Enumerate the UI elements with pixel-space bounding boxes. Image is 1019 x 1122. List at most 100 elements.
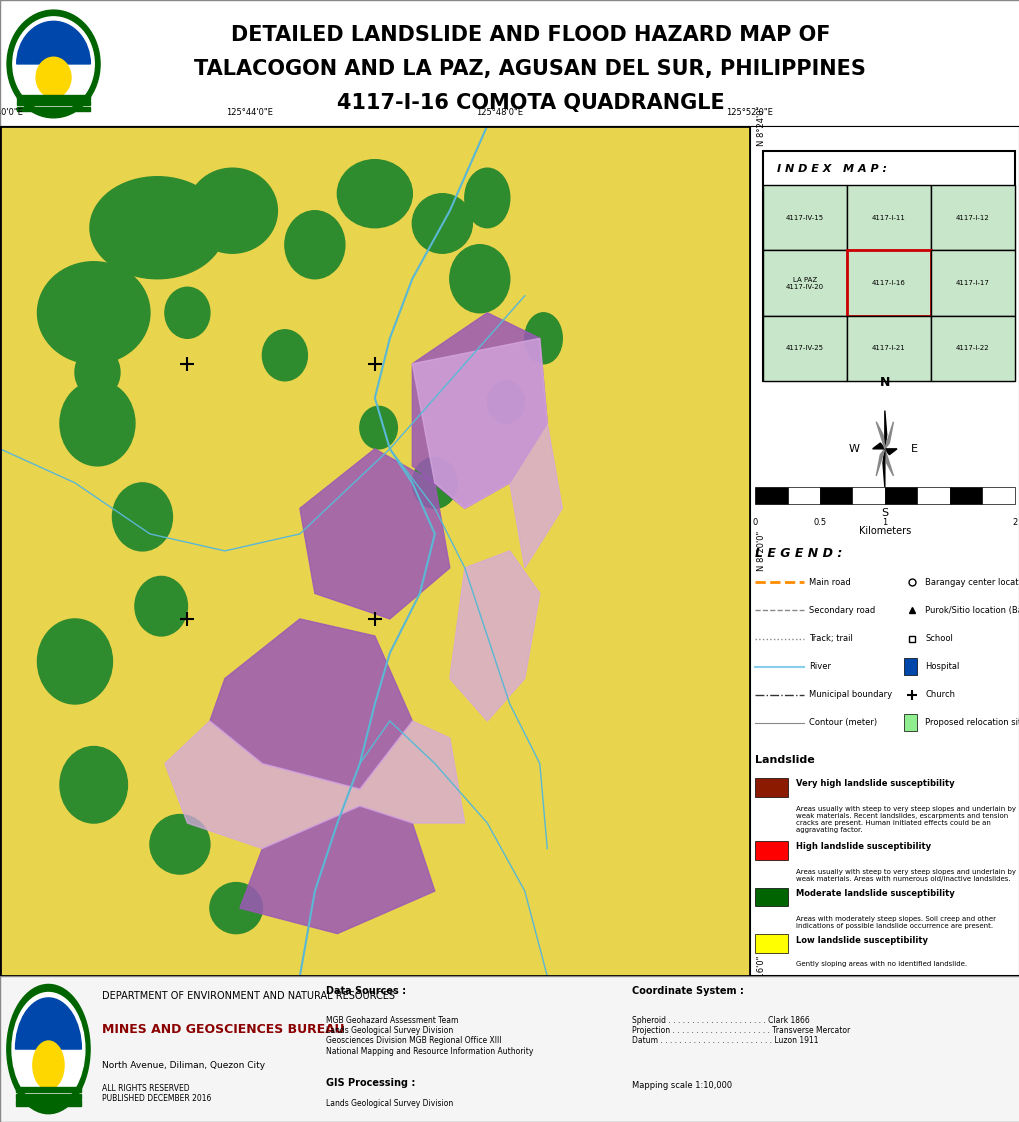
Bar xyxy=(819,487,852,504)
Bar xyxy=(846,315,930,380)
Bar xyxy=(930,185,1014,250)
Text: GIS Processing :: GIS Processing : xyxy=(326,1078,416,1088)
Bar xyxy=(754,888,787,907)
Text: Gently sloping areas with no identified landslide.: Gently sloping areas with no identified … xyxy=(795,960,966,967)
Circle shape xyxy=(7,984,90,1114)
Text: Hospital: Hospital xyxy=(924,662,959,671)
Text: Areas usually with steep to very steep slopes and underlain by
weak materials. A: Areas usually with steep to very steep s… xyxy=(795,868,1015,882)
Ellipse shape xyxy=(412,194,472,254)
Ellipse shape xyxy=(262,330,307,380)
Text: 4117-I-11: 4117-I-11 xyxy=(871,214,905,221)
Ellipse shape xyxy=(360,406,397,449)
Text: 125°40'0"E: 125°40'0"E xyxy=(0,993,23,1002)
Ellipse shape xyxy=(210,883,262,934)
Text: School: School xyxy=(924,634,953,643)
Circle shape xyxy=(33,1041,64,1089)
Ellipse shape xyxy=(525,313,561,364)
Text: 0.5: 0.5 xyxy=(812,518,825,527)
Ellipse shape xyxy=(187,168,277,254)
Ellipse shape xyxy=(449,245,510,313)
Text: Inactive landslide: Inactive landslide xyxy=(811,1041,886,1050)
Text: Low landslide susceptibility: Low landslide susceptibility xyxy=(795,936,926,945)
Text: N 8°24'0": N 8°24'0" xyxy=(756,105,765,146)
Ellipse shape xyxy=(60,746,127,824)
Bar xyxy=(852,487,884,504)
Text: TALACOGON AND LA PAZ, AGUSAN DEL SUR, PHILIPPINES: TALACOGON AND LA PAZ, AGUSAN DEL SUR, PH… xyxy=(195,59,865,80)
Bar xyxy=(903,659,916,675)
Text: LA PAZ
4117-IV-20: LA PAZ 4117-IV-20 xyxy=(786,276,823,289)
Bar xyxy=(762,250,846,315)
Bar xyxy=(846,250,930,315)
Ellipse shape xyxy=(112,482,172,551)
Text: N 8°16'0": N 8°16'0" xyxy=(756,956,765,996)
Text: Debris flow / Possible accumulation zone: Debris flow / Possible accumulation zone xyxy=(795,977,988,986)
Ellipse shape xyxy=(284,211,344,278)
Text: 125°44'0"E: 125°44'0"E xyxy=(226,108,273,117)
Ellipse shape xyxy=(337,159,412,228)
Ellipse shape xyxy=(90,176,224,278)
Circle shape xyxy=(7,10,100,118)
Bar xyxy=(754,778,787,797)
Text: Rock fall/Rock slide prone area: Rock fall/Rock slide prone area xyxy=(811,1083,941,1092)
Text: 4117-I-12: 4117-I-12 xyxy=(955,214,988,221)
Bar xyxy=(15,1087,82,1092)
Ellipse shape xyxy=(38,619,112,703)
Bar xyxy=(916,487,949,504)
Text: Tension crack: Tension crack xyxy=(952,1041,1009,1050)
Bar xyxy=(930,315,1014,380)
Text: 4117-IV-25: 4117-IV-25 xyxy=(786,346,823,351)
Circle shape xyxy=(12,993,85,1105)
Ellipse shape xyxy=(38,261,150,364)
Bar xyxy=(754,840,787,859)
Text: 125°44'0"E: 125°44'0"E xyxy=(226,993,273,1002)
Wedge shape xyxy=(16,21,91,64)
Text: Gully: Gully xyxy=(952,1061,973,1070)
Bar xyxy=(981,487,1014,504)
Text: 2: 2 xyxy=(1011,518,1016,527)
Text: MGB Geohazard Assessment Team
Lands Geological Survey Division
Geosciences Divis: MGB Geohazard Assessment Team Lands Geol… xyxy=(326,1015,533,1056)
Text: Creep: Creep xyxy=(952,1021,976,1030)
Text: North Avenue, Diliman, Quezon City: North Avenue, Diliman, Quezon City xyxy=(102,1060,265,1069)
Ellipse shape xyxy=(150,815,210,874)
Bar xyxy=(754,935,787,954)
Text: Very high landslide susceptibility: Very high landslide susceptibility xyxy=(795,780,954,789)
Text: Riverbank erosion: Riverbank erosion xyxy=(952,1083,1019,1092)
Bar xyxy=(762,315,846,380)
Text: rrrrr: rrrrr xyxy=(752,1019,768,1028)
Polygon shape xyxy=(872,443,884,449)
Text: Active landslide: Active landslide xyxy=(811,1021,877,1030)
Bar xyxy=(762,185,846,250)
Text: W: W xyxy=(848,444,858,453)
Text: 125°52'0"E: 125°52'0"E xyxy=(726,993,772,1002)
Polygon shape xyxy=(412,339,561,568)
Text: S: S xyxy=(880,508,888,518)
Polygon shape xyxy=(165,721,465,848)
Ellipse shape xyxy=(757,1102,790,1119)
Text: Areas with moderately steep slopes. Soil creep and other
indications of possible: Areas with moderately steep slopes. Soil… xyxy=(795,916,995,929)
Polygon shape xyxy=(882,449,884,487)
Bar xyxy=(16,107,91,111)
Text: Spheroid . . . . . . . . . . . . . . . . . . . . . Clark 1866
Projection . . . .: Spheroid . . . . . . . . . . . . . . . .… xyxy=(632,1015,850,1046)
Text: MINES AND GEOSCIENCES BUREAU: MINES AND GEOSCIENCES BUREAU xyxy=(102,1023,344,1036)
Text: Kilometers: Kilometers xyxy=(858,526,910,536)
Bar xyxy=(16,95,91,100)
Polygon shape xyxy=(884,449,896,454)
Bar xyxy=(787,487,819,504)
Text: Purok/Sitio location (Barangay): Purok/Sitio location (Barangay) xyxy=(924,606,1019,615)
Ellipse shape xyxy=(487,380,525,423)
Polygon shape xyxy=(884,449,893,476)
Text: Secondary road: Secondary road xyxy=(808,606,874,615)
Text: 125°48'0"E: 125°48'0"E xyxy=(476,993,523,1002)
Bar xyxy=(762,151,1014,380)
Text: 125°48'0"E: 125°48'0"E xyxy=(476,108,523,117)
Ellipse shape xyxy=(465,168,510,228)
Ellipse shape xyxy=(412,458,457,508)
Text: Church: Church xyxy=(924,690,955,699)
Text: N 8°20'0": N 8°20'0" xyxy=(756,531,765,571)
Polygon shape xyxy=(449,551,539,721)
Text: Main road: Main road xyxy=(808,578,850,587)
Ellipse shape xyxy=(60,380,135,466)
Text: Barangay center location: Barangay center location xyxy=(924,578,1019,587)
Polygon shape xyxy=(884,411,886,449)
Text: Contour (meter): Contour (meter) xyxy=(808,718,876,727)
